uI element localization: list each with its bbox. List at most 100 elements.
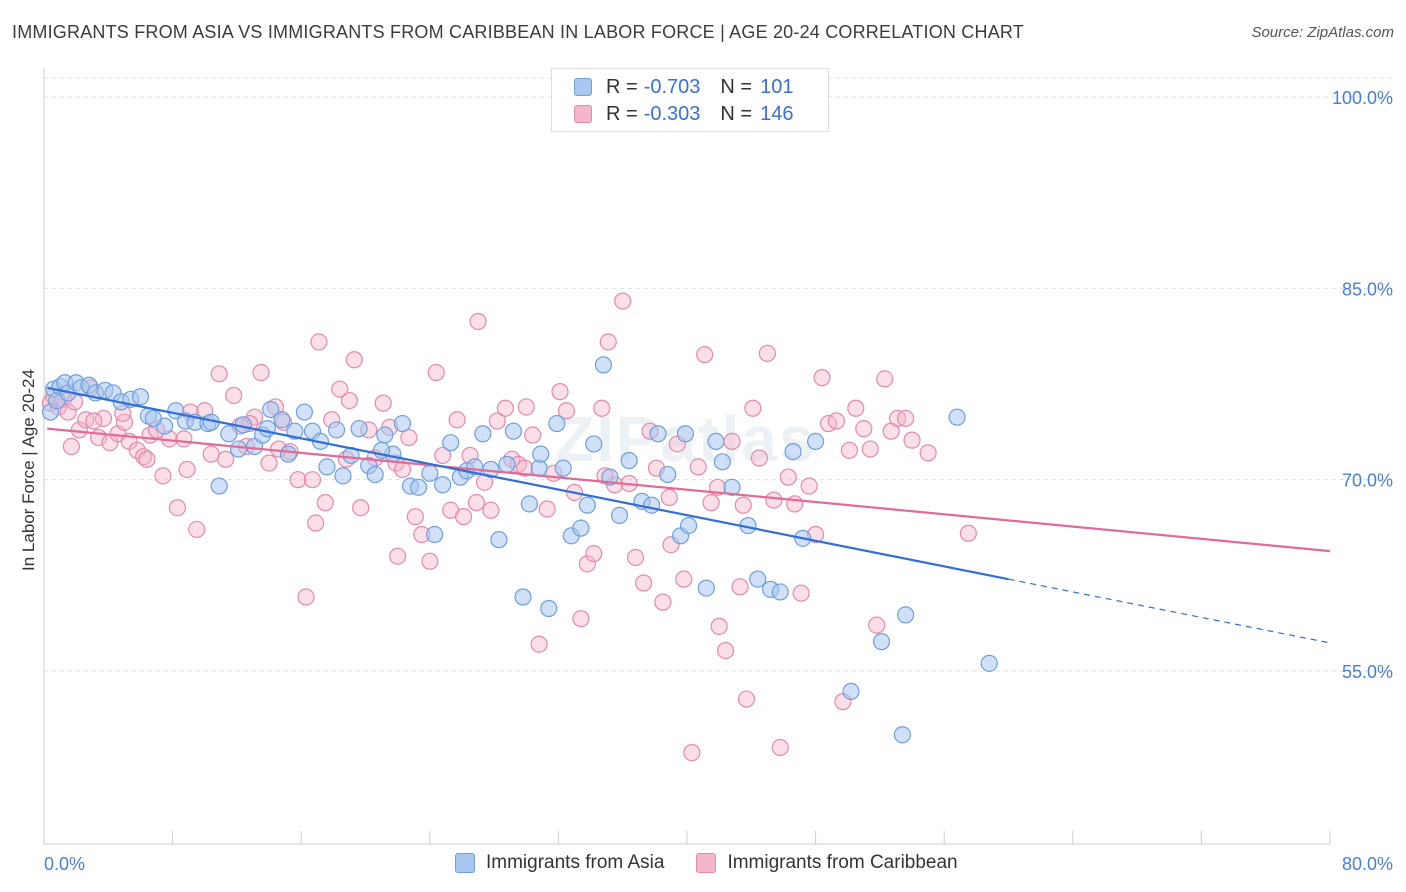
asia-point	[393, 414, 412, 433]
asia-point	[273, 411, 291, 429]
caribbean-n-label: N =	[720, 102, 753, 125]
caribbean-point	[786, 495, 804, 513]
asia-point	[948, 408, 966, 426]
asia-point	[548, 414, 566, 433]
caribbean-point	[168, 499, 187, 517]
caribbean-point	[578, 555, 596, 573]
caribbean-point	[482, 501, 500, 519]
asia-r-label: R =	[606, 75, 638, 98]
asia-point	[771, 583, 789, 601]
y-axis-label: In Labor Force | Age 20-24	[19, 369, 38, 571]
caribbean-point	[855, 420, 873, 438]
y-tick-label: 85.0%	[1342, 279, 1393, 299]
caribbean-point	[345, 351, 363, 369]
caribbean-point	[614, 292, 632, 310]
caribbean-point	[959, 524, 977, 542]
caribbean-point	[374, 394, 392, 412]
asia-point	[350, 420, 368, 438]
caribbean-point	[813, 369, 831, 387]
caribbean-point	[454, 508, 473, 526]
caribbean-point	[289, 471, 307, 489]
caribbean-legend-label: Immigrants from Caribbean	[727, 852, 958, 873]
caribbean-point	[538, 500, 556, 518]
asia-point	[334, 467, 352, 485]
caribbean-point	[331, 380, 349, 398]
caribbean-point	[903, 431, 921, 449]
asia-point	[520, 495, 539, 513]
legend-item-asia: Immigrants from Asia	[455, 852, 664, 874]
caribbean-point	[389, 547, 407, 565]
asia-legend-swatch	[455, 853, 475, 873]
asia-point	[784, 443, 802, 461]
y-tick-label: 100.0%	[1332, 88, 1393, 108]
asia-point	[490, 531, 508, 549]
y-tick-label: 55.0%	[1342, 662, 1393, 682]
caribbean-point	[696, 346, 714, 364]
caribbean-point	[202, 445, 220, 463]
caribbean-point	[634, 574, 653, 592]
caribbean-point	[217, 450, 235, 468]
caribbean-point	[626, 548, 645, 567]
caribbean-point	[316, 494, 334, 512]
asia-point	[498, 455, 516, 473]
asia-point	[540, 599, 558, 618]
caribbean-point	[731, 578, 749, 596]
caribbean-point	[675, 570, 693, 588]
caribbean-point	[178, 460, 196, 479]
asia-point	[474, 425, 492, 443]
x-tick-label: 80.0%	[1342, 854, 1393, 874]
asia-point	[723, 478, 741, 496]
asia-point	[376, 426, 394, 444]
caribbean-point	[919, 444, 937, 462]
asia-point	[131, 388, 150, 406]
asia-point	[258, 420, 277, 438]
caribbean-point	[868, 616, 886, 634]
caribbean-point	[260, 454, 278, 472]
asia-point	[842, 682, 860, 701]
caribbean-swatch	[574, 105, 592, 123]
axes	[43, 68, 1331, 845]
caribbean-trend-line	[47, 427, 1331, 553]
asia-n-label: N =	[720, 75, 753, 98]
grid-lines	[44, 77, 1392, 672]
caribbean-point	[800, 477, 818, 495]
caribbean-point	[427, 363, 445, 382]
caribbean-point	[779, 468, 797, 486]
caribbean-point	[723, 432, 741, 450]
caribbean-point	[340, 391, 359, 410]
asia-point	[262, 400, 280, 419]
caribbean-point	[467, 494, 486, 512]
correlation-legend: R = -0.703 N = 101 R = -0.303 N = 146	[551, 68, 829, 132]
caribbean-point	[654, 593, 672, 611]
caribbean-point	[585, 545, 603, 563]
asia-swatch	[574, 78, 592, 96]
asia-point	[897, 606, 915, 624]
caribbean-point	[434, 446, 452, 465]
caribbean-r-label: R =	[606, 102, 638, 125]
asia-r-value: -0.703	[643, 75, 701, 98]
asia-point	[426, 525, 444, 544]
caribbean-point	[744, 399, 762, 417]
asia-point	[585, 435, 603, 453]
caribbean-point	[94, 409, 113, 428]
caribbean-point	[225, 386, 243, 405]
asia-point	[532, 445, 550, 463]
caribbean-point	[496, 399, 514, 417]
asia-point	[872, 633, 891, 651]
caribbean-point	[310, 333, 328, 351]
caribbean-r-value: -0.303	[643, 102, 701, 125]
asia-point	[514, 588, 532, 606]
caribbean-point	[593, 399, 611, 417]
asia-trend-extension	[1008, 578, 1331, 644]
asia-point	[295, 403, 314, 421]
asia-point	[610, 506, 629, 524]
caribbean-point	[897, 409, 915, 428]
caribbean-point	[737, 690, 756, 708]
caribbean-point	[750, 449, 768, 467]
caribbean-point	[765, 491, 783, 509]
tick-labels: 55.0% 70.0% 85.0% 100.0% 0.0% 80.0%	[44, 88, 1393, 874]
asia-point	[680, 516, 698, 535]
caribbean-point	[734, 496, 752, 514]
asia-point	[220, 425, 238, 443]
chart-title: IMMIGRANTS FROM ASIA VS IMMIGRANTS FROM …	[12, 22, 1024, 42]
